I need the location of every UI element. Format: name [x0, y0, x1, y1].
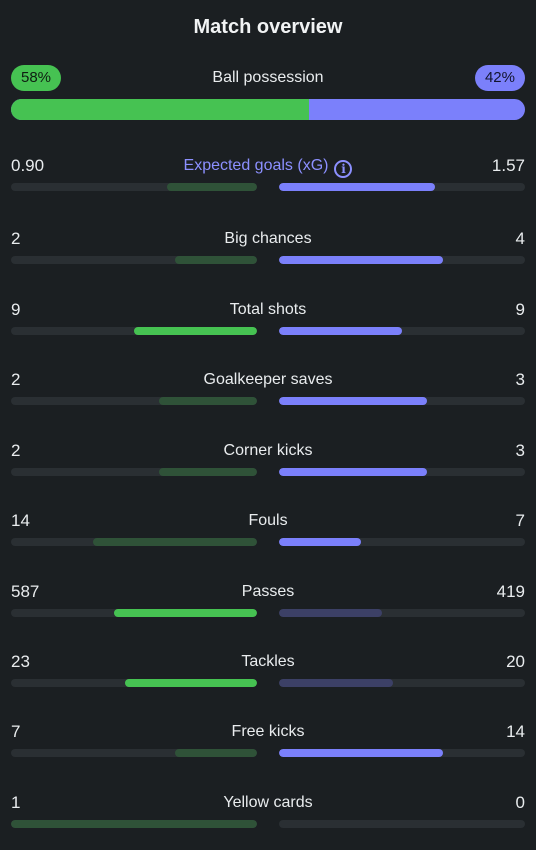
stat-label: Fouls	[248, 512, 288, 529]
stat-home-value: 14	[11, 511, 30, 530]
stat-away-value: 9	[515, 300, 525, 319]
stat-row-yellow-cards: 1 Yellow cards 0	[11, 792, 525, 832]
stat-label: Yellow cards	[223, 794, 313, 811]
stat-away-track	[279, 468, 525, 476]
stat-row-free-kicks: 7 Free kicks 14	[11, 721, 525, 761]
stat-away-value: 3	[515, 370, 525, 389]
possession-header: 58% Ball possession 42%	[11, 65, 525, 91]
stat-away-bar	[279, 679, 394, 687]
stat-away-bar	[279, 397, 427, 405]
stat-away-bar	[279, 183, 436, 191]
stat-home-track	[11, 468, 257, 476]
stat-home-bar	[113, 609, 257, 617]
stat-row-corner-kicks: 2 Corner kicks 3	[11, 440, 525, 480]
stat-away-track	[279, 256, 525, 264]
stat-home-bar	[134, 327, 257, 335]
stat-home-track	[11, 609, 257, 617]
stat-home-bar	[167, 183, 257, 191]
stat-home-bar	[11, 820, 257, 828]
away-possession-badge: 42%	[474, 65, 525, 91]
stat-away-bar	[279, 538, 361, 546]
stat-away-value: 1.57	[491, 156, 525, 175]
stat-home-track	[11, 679, 257, 687]
stat-home-track	[11, 327, 257, 335]
stat-away-value: 14	[506, 722, 525, 741]
stat-row-tackles: 23 Tackles 20	[11, 651, 525, 691]
stat-away-track	[279, 820, 525, 828]
stat-away-bar	[279, 749, 444, 757]
stat-label: Passes	[241, 583, 295, 600]
stat-home-bar	[158, 468, 257, 476]
stat-home-value: 2	[11, 229, 21, 248]
stat-away-value: 20	[506, 652, 525, 671]
stat-home-track	[11, 538, 257, 546]
stat-home-bar	[92, 538, 257, 546]
stat-away-track	[279, 538, 525, 546]
stat-away-value: 7	[515, 511, 525, 530]
stat-home-track	[11, 256, 257, 264]
page-title: Match overview	[193, 16, 343, 38]
stat-row-big-chances: 2 Big chances 4	[11, 228, 525, 268]
stat-away-track	[279, 609, 525, 617]
home-possession-badge: 58%	[11, 65, 62, 91]
stat-home-value: 1	[11, 793, 21, 812]
stat-home-bar	[175, 256, 257, 264]
stat-label: Corner kicks	[223, 442, 313, 459]
stat-away-track	[279, 183, 525, 191]
stat-home-value: 2	[11, 370, 21, 389]
stat-home-value: 23	[11, 652, 30, 671]
stat-home-value: 7	[11, 722, 21, 741]
possession-bar	[11, 99, 525, 120]
stat-home-track	[11, 749, 257, 757]
stat-away-track	[279, 327, 525, 335]
stat-label: Big chances	[224, 230, 312, 247]
stat-row-total-shots: 9 Total shots 9	[11, 299, 525, 339]
stat-row-xg: 0.90 Expected goals (xG) i 1.57	[11, 155, 525, 195]
stat-label[interactable]: Expected goals (xG) i	[11, 155, 525, 178]
stat-row-goalkeeper-saves: 2 Goalkeeper saves 3	[11, 369, 525, 409]
stat-away-track	[279, 397, 525, 405]
stat-away-value: 4	[515, 229, 525, 248]
stat-row-fouls: 14 Fouls 7	[11, 510, 525, 550]
stat-row-passes: 587 Passes 419	[11, 581, 525, 621]
stat-label: Total shots	[229, 301, 307, 318]
stat-home-bar	[125, 679, 257, 687]
stat-away-value: 419	[496, 582, 525, 601]
stat-away-bar	[279, 609, 382, 617]
stat-away-bar	[279, 468, 427, 476]
stat-home-track	[11, 820, 257, 828]
stat-home-bar	[175, 749, 257, 757]
stat-away-bar	[279, 256, 444, 264]
stat-home-value: 9	[11, 300, 21, 319]
possession-label: Ball possession	[212, 69, 324, 86]
stat-home-value: 2	[11, 441, 21, 460]
stat-away-track	[279, 749, 525, 757]
info-icon[interactable]: i	[334, 160, 353, 178]
stat-home-bar	[158, 397, 257, 405]
stat-home-track	[11, 397, 257, 405]
stat-label: Tackles	[241, 653, 295, 670]
stat-home-track	[11, 183, 257, 191]
possession-bar-home-fill	[11, 99, 310, 120]
stat-away-bar	[279, 327, 402, 335]
stat-away-value: 0	[515, 793, 525, 812]
stat-home-value: 587	[11, 582, 40, 601]
stat-away-track	[279, 679, 525, 687]
stat-label: Goalkeeper saves	[203, 371, 333, 388]
stat-label: Free kicks	[231, 723, 305, 740]
stat-away-value: 3	[515, 441, 525, 460]
stat-home-value: 0.90	[11, 156, 45, 175]
